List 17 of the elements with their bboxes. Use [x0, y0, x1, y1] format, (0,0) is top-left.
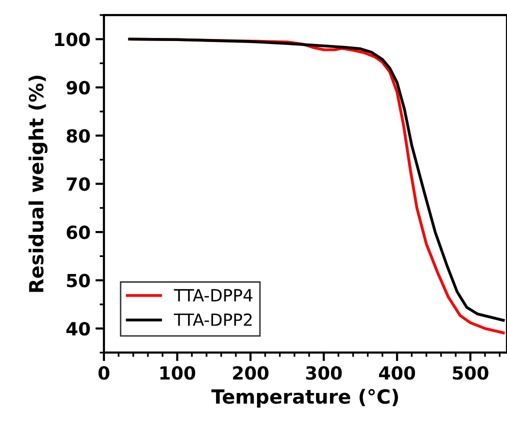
x-axis-title: Temperature (°C) — [211, 388, 398, 408]
y-tick-label: 40 — [66, 322, 90, 336]
y-tick-label: 60 — [66, 226, 90, 240]
x-tick-label: 400 — [379, 366, 416, 380]
y-tick-label: 50 — [67, 274, 90, 288]
y-axis-title: Residual weight (%) — [28, 76, 48, 292]
y-tick-label: 80 — [66, 129, 90, 143]
y-tick-label: 70 — [66, 177, 90, 191]
y-tick-label: 100 — [55, 32, 90, 46]
x-tick-label: 200 — [233, 366, 268, 380]
legend-label: TTA-DPP2 — [174, 313, 252, 326]
x-tick-label: 300 — [306, 366, 342, 380]
y-tick-label: 90 — [66, 80, 90, 94]
x-tick-label: 0 — [98, 366, 110, 380]
x-tick-label: 500 — [452, 366, 488, 380]
legend-label: TTA-DPP4 — [174, 289, 252, 302]
x-tick-label: 100 — [160, 366, 196, 380]
